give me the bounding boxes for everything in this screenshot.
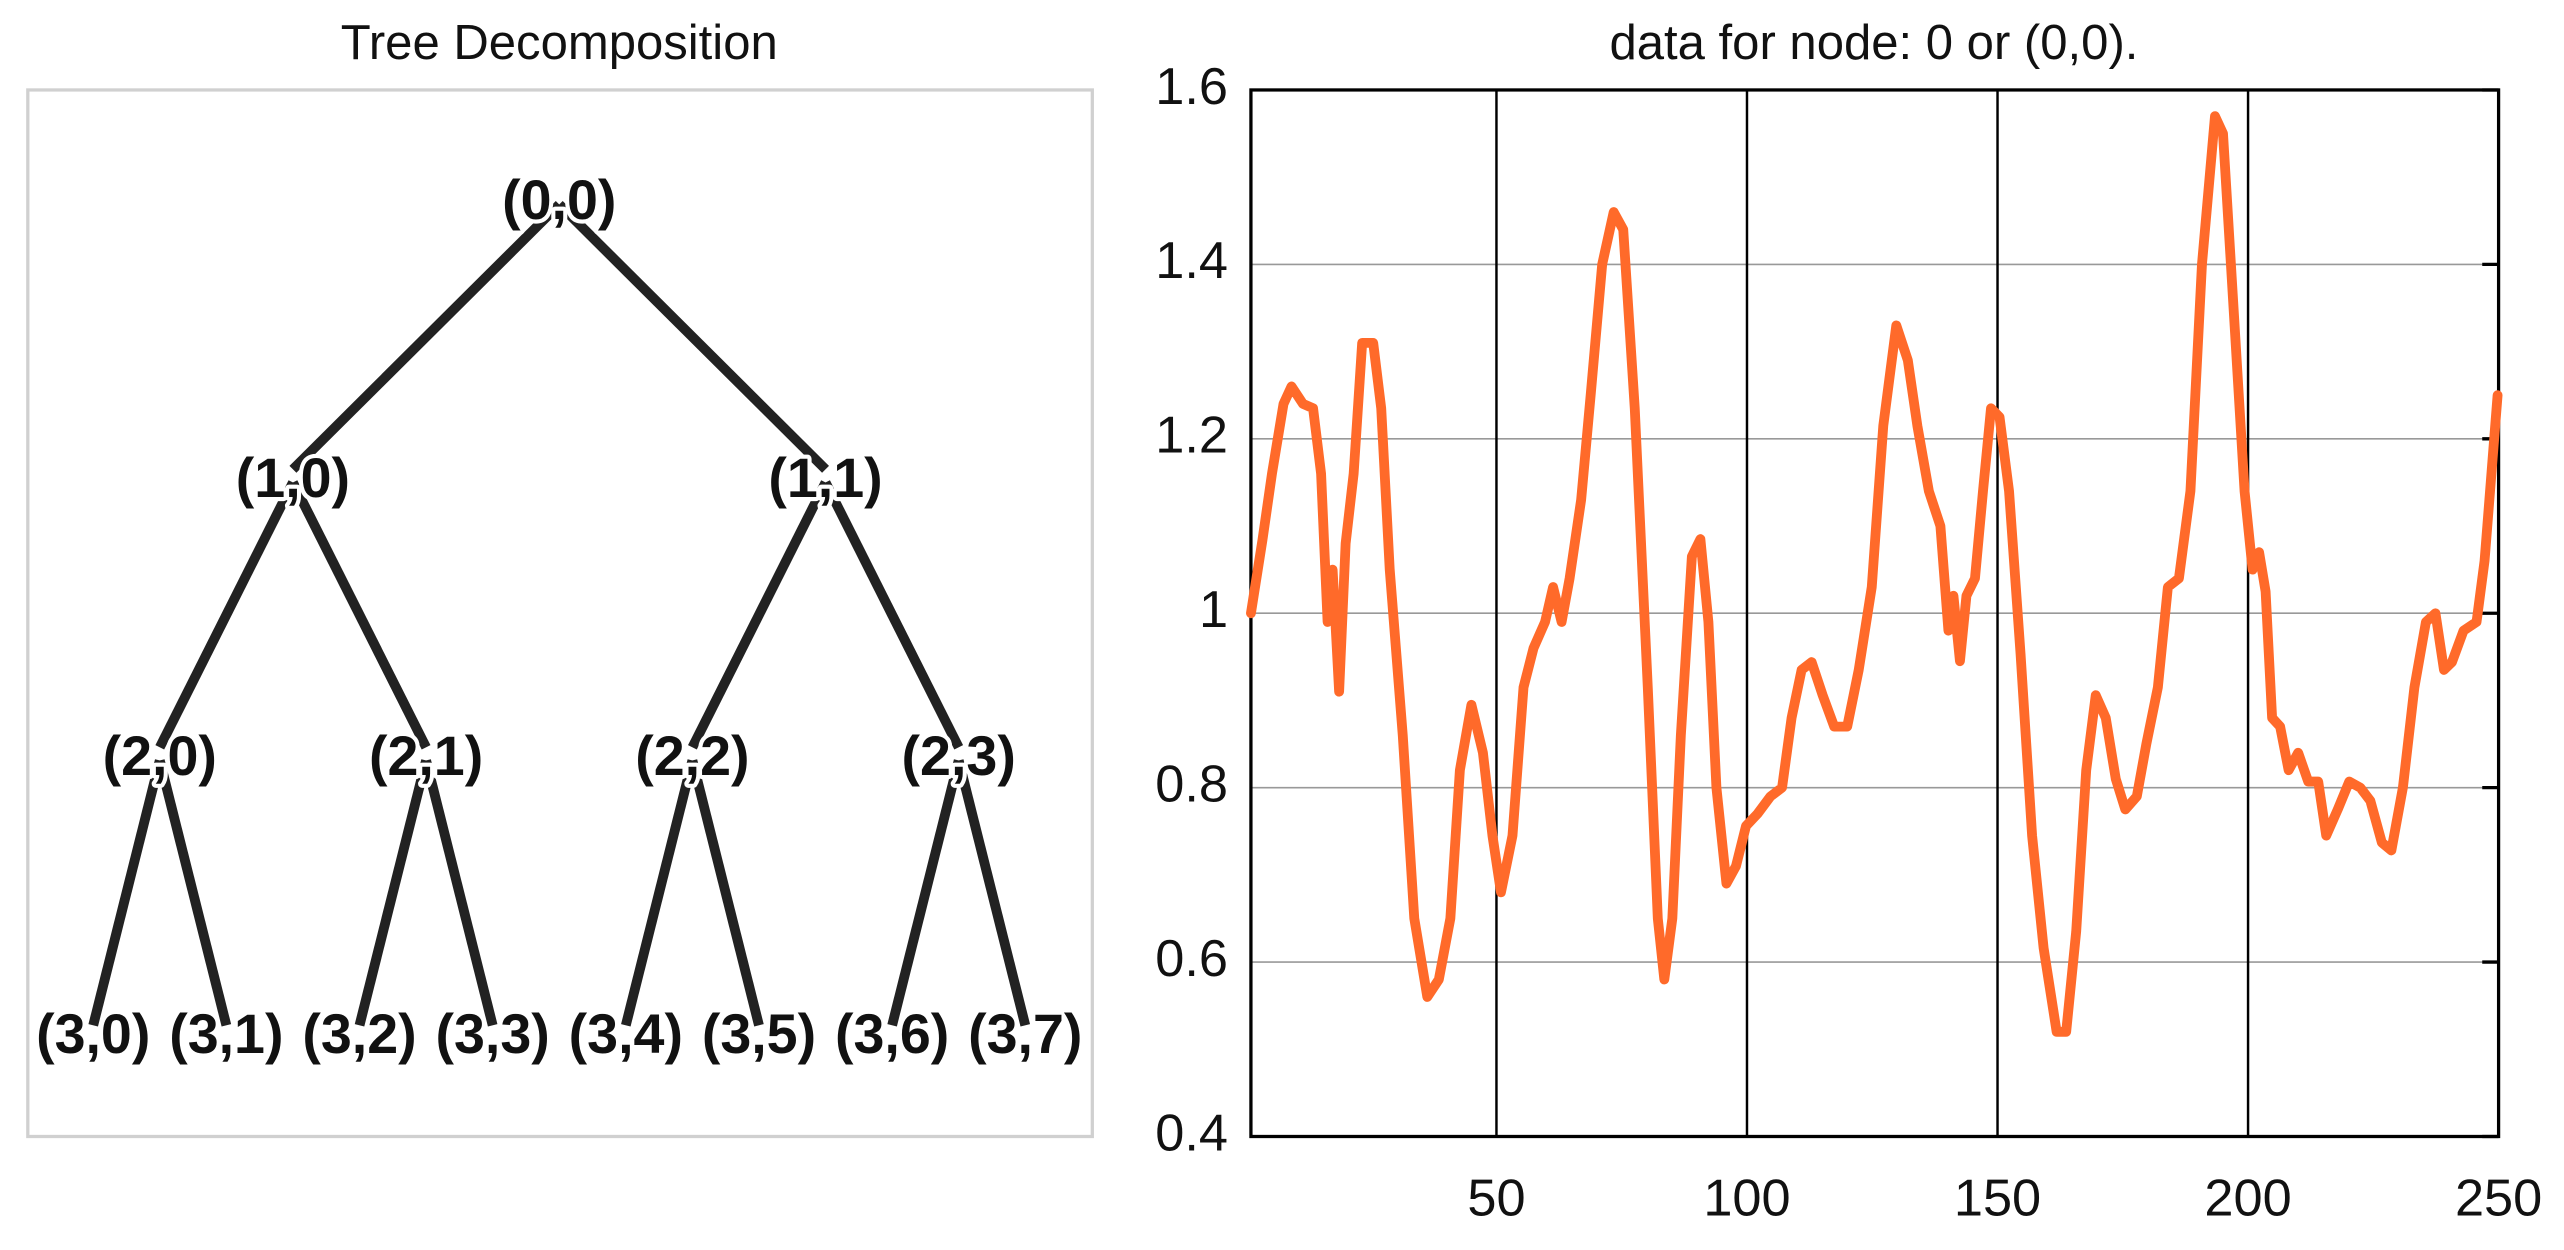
tree-node-label: (2,3): [902, 725, 1016, 787]
x-tick-label: 100: [1703, 1170, 1790, 1228]
chart-title: data for node: 0 or (0,0).: [1609, 16, 2138, 70]
tree-panel: [26, 88, 1094, 1139]
tree-edge: [288, 480, 431, 750]
x-tick-label: 250: [2455, 1170, 2542, 1228]
tree-node-label: (3,5): [702, 1003, 816, 1065]
tree-node-label: (3,4): [569, 1003, 683, 1065]
tree-edge: [821, 480, 964, 750]
tree-node-label: (2,2): [635, 725, 749, 787]
tree-edge: [687, 759, 764, 1027]
data-line: [1246, 111, 2503, 1037]
x-tick-label: 150: [1954, 1170, 2041, 1228]
tree-edge: [421, 759, 498, 1027]
tree-node-label: (3,0): [36, 1003, 150, 1065]
y-tick-label: 1.6: [1155, 58, 1228, 116]
tree-node-label: (0,0): [502, 169, 616, 231]
y-tick-label: 0.8: [1155, 755, 1228, 813]
tree-node-label: (3,2): [302, 1003, 416, 1065]
tree-node-label: (3,3): [436, 1003, 550, 1065]
tree-node-label: (3,7): [968, 1003, 1082, 1065]
tree-edge: [621, 759, 698, 1027]
tree-title: Tree Decomposition: [341, 16, 778, 70]
tree-edge: [289, 200, 563, 473]
y-tick-label: 0.6: [1155, 930, 1228, 988]
tree-node-label: (3,6): [835, 1003, 949, 1065]
plot: 0.4 0.6 0.8 1 1.2 1.4 1.6 50 100 150 200 250: [1155, 58, 2542, 1228]
x-tick-label: 200: [2204, 1170, 2291, 1228]
tree-node-label: (2,0): [103, 725, 217, 787]
tree-edge: [88, 759, 165, 1027]
tree-edges: [88, 200, 1031, 1027]
tree-node-label: (2,1): [369, 725, 483, 787]
y-tick-label: 1.2: [1155, 407, 1228, 465]
y-tick-label: 0.4: [1155, 1104, 1228, 1162]
tree-nodes: (0,0) (1,0) (1,1) (2,0) (2,1) (2,2) (2,3) (3,0)…: [32, 165, 1087, 1069]
tree-edge: [688, 480, 830, 750]
x-tick-label: 50: [1467, 1170, 1525, 1228]
tree-edge: [155, 480, 298, 750]
y-tick-label: 1: [1199, 581, 1228, 639]
tree-node-label: (3,1): [169, 1003, 283, 1065]
y-tick-label: 1.4: [1155, 232, 1228, 290]
tree-edge: [953, 759, 1031, 1027]
tree-edge: [155, 759, 232, 1027]
tree-node-label: (1,1): [768, 447, 882, 509]
tree-edge: [555, 200, 830, 473]
tree-node-label: (1,0): [236, 447, 350, 509]
tree-edge: [354, 759, 431, 1027]
tree-edge: [887, 759, 964, 1027]
